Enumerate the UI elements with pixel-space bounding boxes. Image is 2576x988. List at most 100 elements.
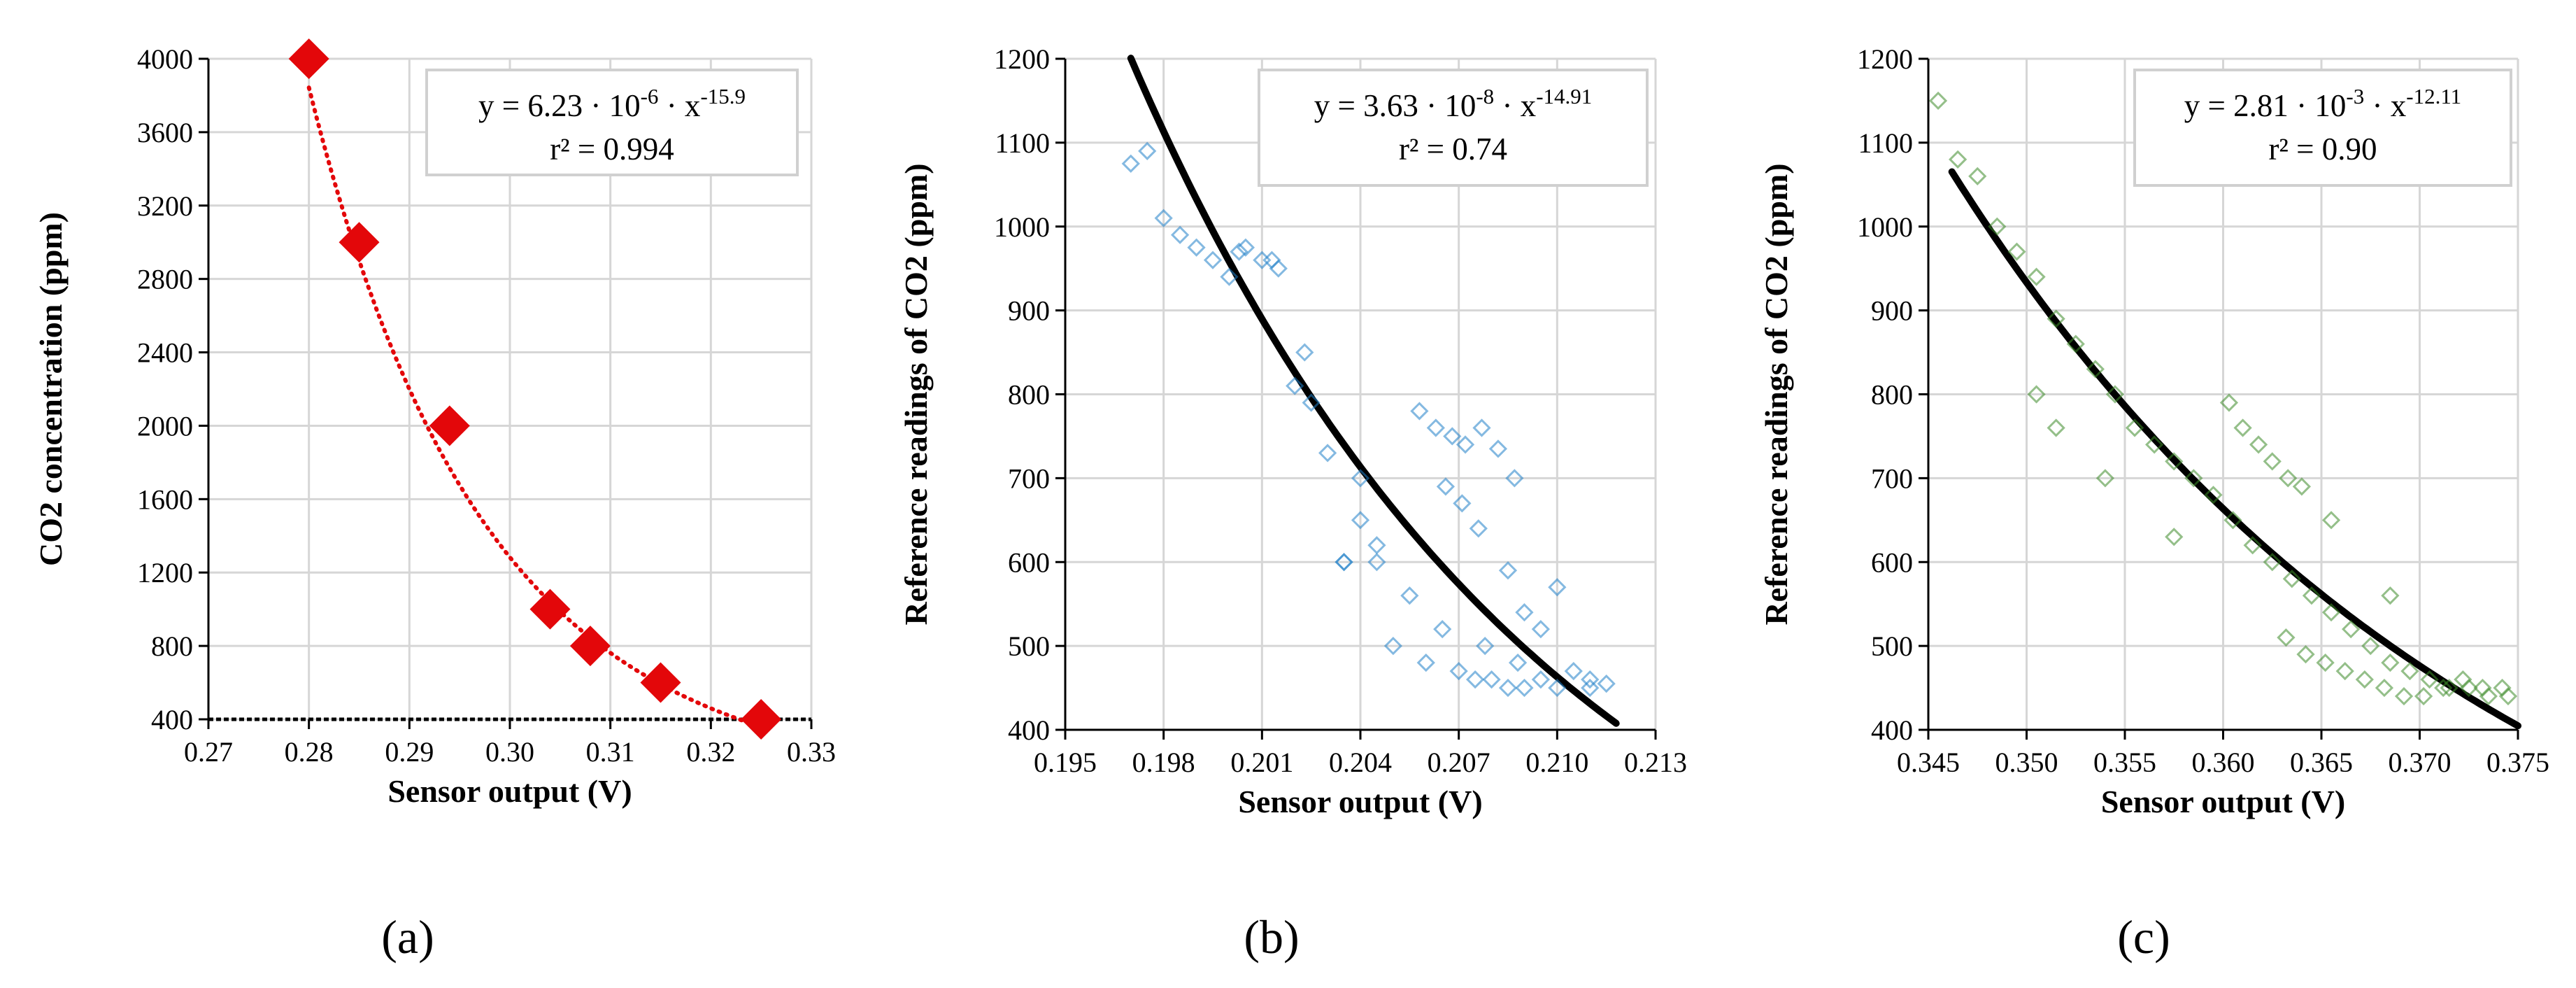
panel-a-y-tick-label: 2800: [137, 264, 193, 295]
panel-c-data-point: [2375, 678, 2394, 698]
panel-b-x-tick-label: 0.210: [1525, 747, 1588, 778]
panel-label-a: (a): [381, 910, 434, 964]
panel-a-y-tick-label: 3200: [137, 190, 193, 222]
panel-c-data-point: [2184, 469, 2203, 488]
panel-b-chart: 0.195 0.198 0.201 0.204 0.207 0.210 0.213 400 50…: [898, 43, 1687, 819]
panel-c-data-point: [2125, 418, 2144, 437]
panel-c-data-point: [1968, 167, 1987, 185]
panel-c-data-point: [1949, 150, 1967, 169]
panel-b-equation: y = 3.63 · 10-8 · x-14.91: [1314, 84, 1593, 123]
panel-c-data-point: [2204, 486, 2223, 504]
panel-b-data-point: [1410, 402, 1429, 421]
panel-a-data-point: [339, 222, 380, 263]
panel-b-data-point: [1121, 154, 1140, 173]
panel-b-data-point: [1295, 343, 1314, 362]
panel-c-data-point: [2394, 686, 2414, 706]
panel-b-data-point: [1531, 670, 1551, 689]
panel-c-y-axis-title: Reference readings of CO2 (ppm): [1758, 163, 1794, 625]
panel-a-x-tick-label: 0.27: [184, 736, 233, 768]
panel-a-data-point: [529, 588, 571, 630]
panel-b-data-point: [1469, 519, 1488, 538]
panel-b-data-point: [1581, 670, 1600, 689]
panel-c-data-point: [2263, 452, 2282, 471]
panel-a-x-axis-title: Sensor output (V): [387, 773, 632, 809]
panel-b-data-point: [1367, 553, 1386, 572]
panel-b-data-point: [1351, 511, 1370, 530]
panel-c-data-point: [2321, 603, 2341, 622]
panel-c-data-point: [2095, 469, 2115, 488]
panel-b-data-point: [1453, 494, 1472, 513]
panel-b-data-point: [1230, 242, 1248, 261]
panel-a-x-tick-label: 0.33: [787, 736, 836, 768]
panel-b-data-point: [1443, 427, 1462, 446]
panel-c-data-point: [2454, 670, 2472, 689]
panel-c-data-point: [2249, 435, 2268, 454]
panel-c-data-point: [2434, 678, 2453, 698]
panel-c-eq-exponent-1: -3: [2346, 84, 2364, 108]
panel-b-y-tick-label: 1200: [994, 43, 1050, 75]
panel-c-data-point: [2473, 678, 2492, 698]
panel-c-data-point: [1928, 91, 1948, 111]
panel-a-y-tick-label: 1200: [137, 557, 193, 588]
panel-b-data-point: [1286, 376, 1304, 395]
panel-b-data-point: [1476, 637, 1495, 656]
panel-c-y-tick-label: 800: [1871, 379, 1913, 411]
panel-b-equation-box: [1258, 69, 1649, 187]
panel-c-data-point: [2165, 528, 2184, 546]
panel-b-data-point: [1302, 393, 1321, 412]
panel-c-y-tick-label: 500: [1871, 630, 1913, 662]
panel-b-x-tick-label: 0.195: [1034, 747, 1097, 778]
panel-c-data-point: [2440, 678, 2458, 698]
panel-b-y-tick-label: 500: [1008, 630, 1050, 662]
panel-b-data-point: [1138, 141, 1157, 160]
panel-a-data-point: [288, 38, 329, 79]
panel-b-data-point: [1465, 670, 1485, 689]
panel-b-x-tick-label: 0.198: [1132, 747, 1195, 778]
panel-b-y-tick-label: 700: [1008, 463, 1050, 494]
panel-b-data-point: [1531, 620, 1551, 639]
panel-b-x-tick-label: 0.207: [1428, 747, 1490, 778]
panel-a-y-tick-label: 400: [151, 704, 193, 735]
panel-label-c: (c): [2117, 910, 2170, 964]
panel-a-y-axis-title: CO2 concentration (ppm): [33, 212, 69, 566]
panel-b-data-point: [1436, 477, 1456, 496]
panel-c-data-point: [2145, 435, 2164, 454]
panel-a-x-tick-label: 0.31: [586, 736, 635, 768]
panel-a-equation-box: [425, 69, 799, 176]
panel-b-data-point: [1154, 209, 1173, 227]
panel-b-x-tick-label: 0.204: [1329, 747, 1392, 778]
panel-b-y-tick-label: 400: [1008, 714, 1050, 746]
panel-b-data-point: [1383, 637, 1403, 656]
panel-c-y-tick-label: 700: [1871, 463, 1913, 494]
panel-c-data-point: [2342, 620, 2361, 639]
panel-b-data-point: [1433, 620, 1452, 639]
panel-a-x-tick-label: 0.28: [285, 736, 334, 768]
panel-a-data-point: [569, 626, 611, 667]
panel-c-x-tick-label: 0.360: [2192, 747, 2255, 778]
panel-c-equation: y = 2.81 · 10-3 · x-12.11: [2184, 84, 2461, 123]
panel-c-eq-middle: · x: [2364, 88, 2406, 123]
panel-b-y-tick-label: 1100: [995, 127, 1050, 159]
panel-b-y-tick-label: 900: [1008, 295, 1050, 327]
panel-c-data-point: [2381, 653, 2400, 672]
panel-b-data-point: [1335, 553, 1353, 572]
panel-b-data-point: [1416, 653, 1435, 672]
panel-c-data-point: [2165, 452, 2184, 471]
panel-b-data-point: [1548, 678, 1567, 698]
panel-a-y-tick-label: 2400: [137, 337, 193, 369]
panel-b-data-point: [1564, 661, 1583, 681]
panel-c-data-point: [2027, 267, 2046, 286]
panel-c-x-tick-label: 0.345: [1897, 747, 1960, 778]
panel-a-x-tick-label: 0.30: [485, 736, 534, 768]
panel-a-fit-curve: [306, 85, 764, 729]
panel-a-y-tick-label: 3600: [137, 117, 193, 148]
panel-b-data-point: [1548, 578, 1567, 597]
panel-b-eq-prefix: y = 3.63 · 10: [1314, 88, 1476, 123]
panel-c-data-point: [2361, 637, 2380, 656]
panel-b-data-point: [1449, 661, 1468, 681]
panel-c-data-point: [2321, 511, 2341, 530]
panel-c-data-point: [2219, 393, 2239, 412]
panel-a-eq-exponent-2: -15.9: [700, 84, 746, 108]
panel-b-data-point: [1187, 238, 1206, 257]
